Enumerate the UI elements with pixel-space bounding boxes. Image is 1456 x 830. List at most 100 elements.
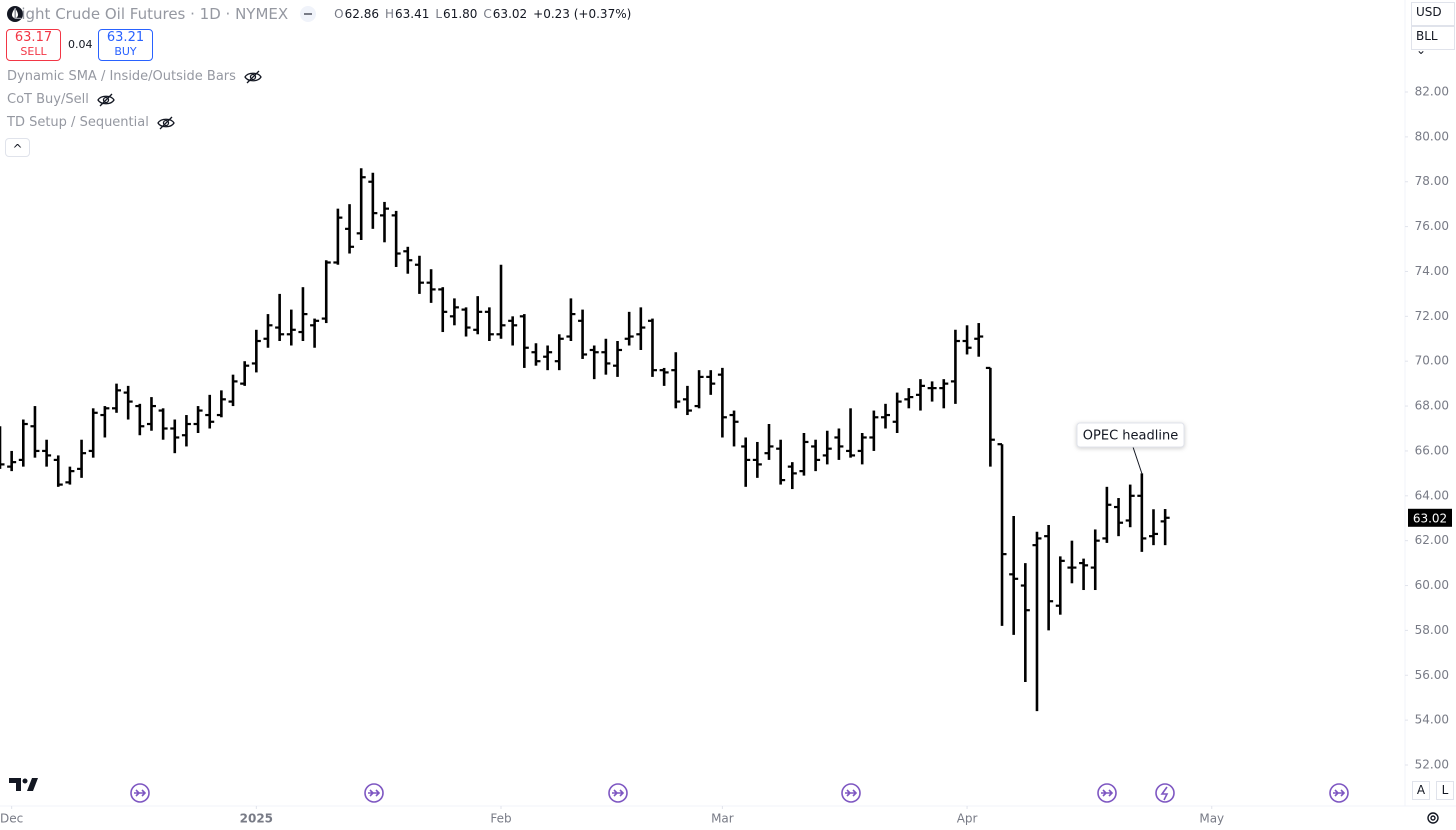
ohlc-bar bbox=[379, 201, 389, 243]
ohlc-bar bbox=[146, 397, 156, 431]
settings-icon[interactable] bbox=[1427, 812, 1439, 824]
ohlc-bar bbox=[729, 410, 739, 447]
ohlc-bar bbox=[601, 338, 611, 375]
event-icons bbox=[130, 783, 1349, 803]
sell-price: 63.17 bbox=[14, 30, 53, 45]
ohlc-bar bbox=[671, 352, 681, 409]
visibility-toggle[interactable] bbox=[244, 70, 262, 84]
unit-button[interactable]: BLL ⌄ bbox=[1411, 26, 1455, 57]
ohlc-bar bbox=[706, 370, 716, 395]
y-tick-label: 80.00 bbox=[1415, 129, 1449, 143]
event-icon[interactable] bbox=[608, 783, 628, 803]
ohlc-value: 61.80 bbox=[443, 7, 478, 21]
ohlc-bar bbox=[1160, 509, 1170, 546]
ohlc-bar bbox=[1044, 524, 1054, 631]
ohlc-bar bbox=[636, 307, 646, 350]
last-price-box bbox=[1408, 508, 1452, 527]
ohlc-bar bbox=[321, 260, 331, 324]
tradingview-logo bbox=[9, 778, 38, 791]
ohlc-bar bbox=[613, 341, 623, 377]
ohlc-bar bbox=[298, 287, 308, 342]
y-tick-label: 58.00 bbox=[1415, 623, 1449, 637]
x-tick-label: Dec bbox=[0, 812, 23, 826]
event-icon[interactable] bbox=[1155, 783, 1175, 803]
currency: USD bbox=[1416, 5, 1442, 19]
ohlc-bar bbox=[42, 439, 52, 467]
logo-part bbox=[22, 778, 28, 784]
ohlc-value: 63.02 bbox=[492, 7, 528, 21]
ohlc-bar bbox=[985, 366, 995, 467]
logo-part bbox=[27, 778, 38, 791]
ohlc-bar bbox=[543, 345, 553, 371]
ohlc-bar bbox=[764, 424, 774, 460]
ohlc-bar bbox=[997, 443, 1007, 626]
ohlc-bar bbox=[776, 439, 786, 485]
ohlc-value: 62.86 bbox=[344, 7, 379, 21]
ohlc-bar bbox=[589, 345, 599, 380]
ohlc-bar bbox=[77, 439, 87, 478]
ohlc-bar bbox=[426, 269, 436, 303]
ohlc-bar bbox=[752, 441, 762, 478]
sell-button[interactable]: 63.17 SELL bbox=[6, 29, 61, 61]
ohlc-bar bbox=[263, 314, 273, 348]
buy-label: BUY bbox=[114, 45, 137, 58]
ohlc-label: H bbox=[384, 7, 394, 21]
ohlc-bar bbox=[1079, 558, 1089, 591]
y-tick-label: 82.00 bbox=[1415, 85, 1449, 99]
ohlc-bar bbox=[65, 466, 75, 485]
ohlc-bar bbox=[88, 408, 98, 458]
y-tick-label: 64.00 bbox=[1415, 488, 1449, 502]
ohlc-bar bbox=[915, 379, 925, 411]
ohlc-bar bbox=[939, 379, 949, 409]
event-icon[interactable] bbox=[130, 783, 150, 803]
ohlc-bar bbox=[123, 385, 133, 420]
indicator-name: TD Setup / Sequential bbox=[7, 115, 149, 130]
ohlc-bar bbox=[566, 298, 576, 342]
y-tick-label: 52.00 bbox=[1415, 758, 1449, 772]
ohlc-bar bbox=[158, 408, 168, 440]
ohlc-bar bbox=[1020, 563, 1030, 682]
collapse-legend-icon bbox=[304, 13, 312, 15]
ohlc-bar bbox=[438, 287, 448, 333]
ohlc-bar bbox=[449, 298, 459, 326]
ohlc-bar bbox=[310, 318, 320, 348]
sell-label: SELL bbox=[20, 45, 47, 58]
ohlc-bar bbox=[950, 329, 960, 404]
auto-scale-button[interactable]: A bbox=[1412, 781, 1430, 800]
ohlc-bars bbox=[0, 168, 1170, 712]
ohlc-bar bbox=[53, 455, 63, 487]
ohlc-bar bbox=[345, 204, 355, 254]
event-icon[interactable] bbox=[364, 783, 384, 803]
ohlc-bar bbox=[1148, 509, 1158, 546]
symbol-icon-drop bbox=[12, 8, 18, 18]
currency-button[interactable]: USD ⌄ bbox=[1411, 2, 1455, 33]
ohlc-label: O bbox=[334, 7, 344, 21]
ohlc-bar bbox=[135, 403, 145, 436]
collapse-indicators-button[interactable]: ^ bbox=[5, 138, 30, 157]
event-icon[interactable] bbox=[1329, 783, 1349, 803]
y-tick-label: 60.00 bbox=[1415, 578, 1449, 592]
ohlc-bar bbox=[659, 367, 669, 386]
buy-button[interactable]: 63.21 BUY bbox=[98, 29, 153, 61]
indicator-row: Dynamic SMA / Inside/Outside Bars bbox=[7, 69, 262, 84]
event-icon[interactable] bbox=[1097, 783, 1117, 803]
ohlc-bar bbox=[578, 309, 588, 359]
ohlc-bar bbox=[18, 419, 28, 467]
ohlc-bar bbox=[1125, 484, 1135, 528]
ohlc-label: L bbox=[435, 7, 443, 21]
ohlc-bar bbox=[799, 432, 809, 476]
ohlc-bar bbox=[391, 210, 401, 267]
indicator-name: Dynamic SMA / Inside/Outside Bars bbox=[7, 69, 236, 84]
event-icon[interactable] bbox=[841, 783, 861, 803]
ohlc-bar bbox=[904, 388, 914, 409]
ohlc-bar bbox=[1055, 556, 1065, 615]
visibility-toggle[interactable] bbox=[157, 116, 175, 130]
ohlc-bar bbox=[484, 307, 494, 342]
ohlc-bar bbox=[0, 426, 5, 469]
log-scale-button[interactable]: L bbox=[1436, 781, 1454, 800]
ohlc-bar bbox=[624, 311, 634, 346]
indicator-name: CoT Buy/Sell bbox=[7, 92, 89, 107]
visibility-toggle[interactable] bbox=[97, 93, 115, 107]
ohlc-bar bbox=[205, 394, 215, 429]
ohlc-bar bbox=[112, 383, 122, 413]
